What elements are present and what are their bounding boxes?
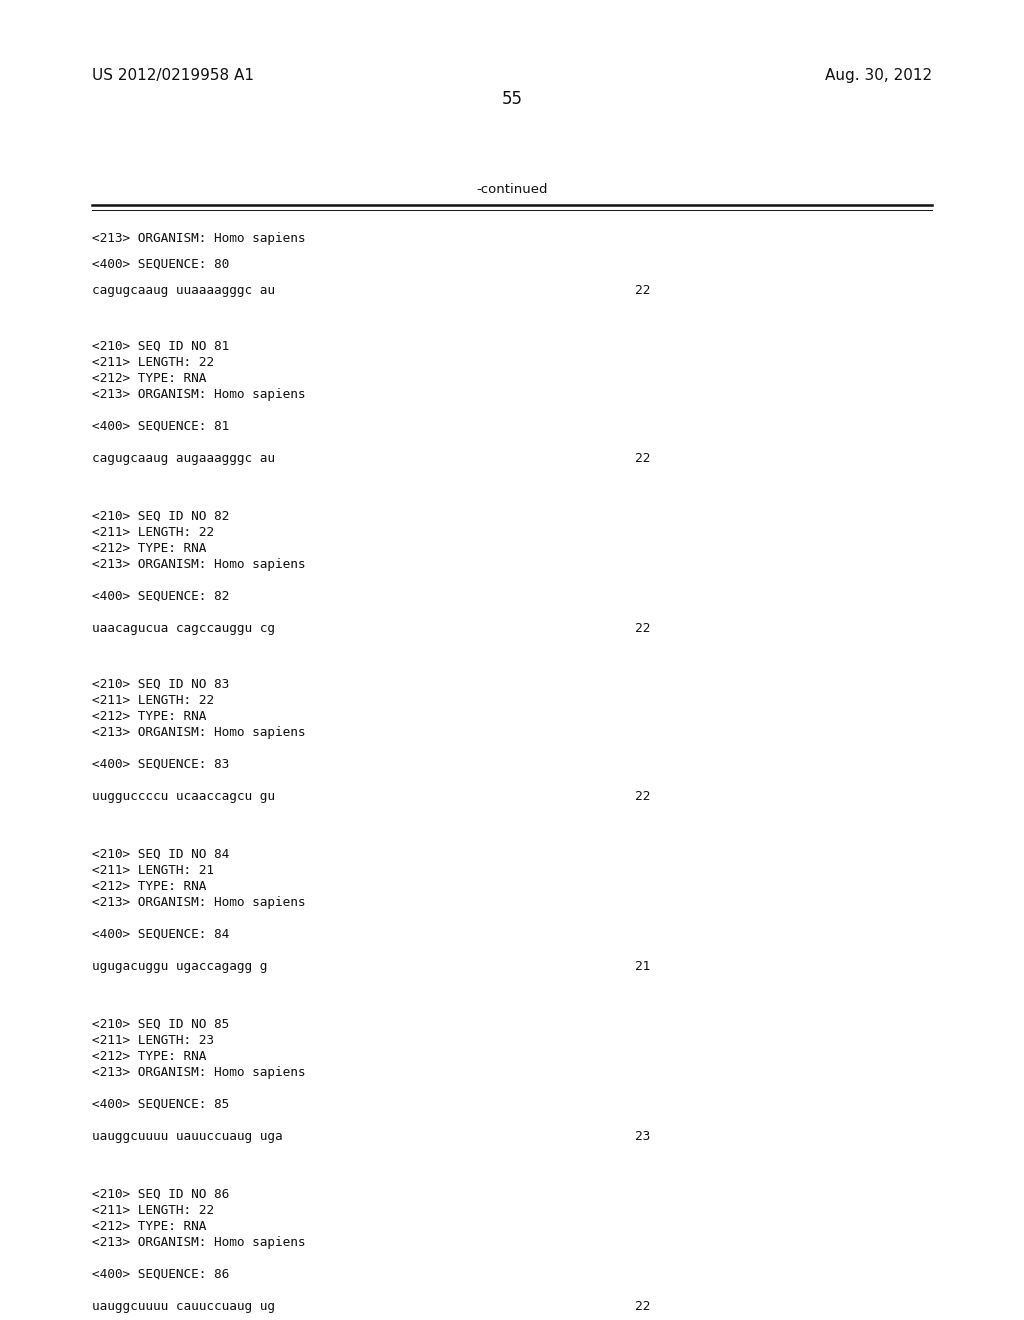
Text: <213> ORGANISM: Homo sapiens: <213> ORGANISM: Homo sapiens bbox=[92, 1067, 305, 1078]
Text: <211> LENGTH: 22: <211> LENGTH: 22 bbox=[92, 694, 214, 708]
Text: <400> SEQUENCE: 86: <400> SEQUENCE: 86 bbox=[92, 1269, 229, 1280]
Text: <210> SEQ ID NO 86: <210> SEQ ID NO 86 bbox=[92, 1188, 229, 1201]
Text: <212> TYPE: RNA: <212> TYPE: RNA bbox=[92, 1049, 207, 1063]
Text: <212> TYPE: RNA: <212> TYPE: RNA bbox=[92, 710, 207, 723]
Text: <213> ORGANISM: Homo sapiens: <213> ORGANISM: Homo sapiens bbox=[92, 388, 305, 401]
Text: uauggcuuuu cauuccuaug ug: uauggcuuuu cauuccuaug ug bbox=[92, 1300, 275, 1313]
Text: uauggcuuuu uauuccuaug uga: uauggcuuuu uauuccuaug uga bbox=[92, 1130, 283, 1143]
Text: <211> LENGTH: 22: <211> LENGTH: 22 bbox=[92, 356, 214, 370]
Text: 22: 22 bbox=[635, 1300, 650, 1313]
Text: <210> SEQ ID NO 81: <210> SEQ ID NO 81 bbox=[92, 341, 229, 352]
Text: -continued: -continued bbox=[476, 183, 548, 195]
Text: 22: 22 bbox=[635, 284, 650, 297]
Text: 21: 21 bbox=[635, 960, 650, 973]
Text: <400> SEQUENCE: 81: <400> SEQUENCE: 81 bbox=[92, 420, 229, 433]
Text: <213> ORGANISM: Homo sapiens: <213> ORGANISM: Homo sapiens bbox=[92, 896, 305, 909]
Text: <211> LENGTH: 23: <211> LENGTH: 23 bbox=[92, 1034, 214, 1047]
Text: cagugcaaug uuaaaagggc au: cagugcaaug uuaaaagggc au bbox=[92, 284, 275, 297]
Text: uaacagucua cagccauggu cg: uaacagucua cagccauggu cg bbox=[92, 622, 275, 635]
Text: <210> SEQ ID NO 85: <210> SEQ ID NO 85 bbox=[92, 1018, 229, 1031]
Text: <213> ORGANISM: Homo sapiens: <213> ORGANISM: Homo sapiens bbox=[92, 726, 305, 739]
Text: <212> TYPE: RNA: <212> TYPE: RNA bbox=[92, 543, 207, 554]
Text: <213> ORGANISM: Homo sapiens: <213> ORGANISM: Homo sapiens bbox=[92, 1236, 305, 1249]
Text: <211> LENGTH: 22: <211> LENGTH: 22 bbox=[92, 1204, 214, 1217]
Text: <213> ORGANISM: Homo sapiens: <213> ORGANISM: Homo sapiens bbox=[92, 232, 305, 246]
Text: <212> TYPE: RNA: <212> TYPE: RNA bbox=[92, 372, 207, 385]
Text: <213> ORGANISM: Homo sapiens: <213> ORGANISM: Homo sapiens bbox=[92, 558, 305, 572]
Text: <400> SEQUENCE: 83: <400> SEQUENCE: 83 bbox=[92, 758, 229, 771]
Text: <212> TYPE: RNA: <212> TYPE: RNA bbox=[92, 880, 207, 894]
Text: 23: 23 bbox=[635, 1130, 650, 1143]
Text: <210> SEQ ID NO 84: <210> SEQ ID NO 84 bbox=[92, 847, 229, 861]
Text: cagugcaaug augaaagggc au: cagugcaaug augaaagggc au bbox=[92, 451, 275, 465]
Text: <400> SEQUENCE: 84: <400> SEQUENCE: 84 bbox=[92, 928, 229, 941]
Text: ugugacuggu ugaccagagg g: ugugacuggu ugaccagagg g bbox=[92, 960, 267, 973]
Text: 22: 22 bbox=[635, 789, 650, 803]
Text: <211> LENGTH: 21: <211> LENGTH: 21 bbox=[92, 865, 214, 876]
Text: <400> SEQUENCE: 82: <400> SEQUENCE: 82 bbox=[92, 590, 229, 603]
Text: US 2012/0219958 A1: US 2012/0219958 A1 bbox=[92, 69, 254, 83]
Text: <400> SEQUENCE: 80: <400> SEQUENCE: 80 bbox=[92, 257, 229, 271]
Text: uugguccccu ucaaccagcu gu: uugguccccu ucaaccagcu gu bbox=[92, 789, 275, 803]
Text: <210> SEQ ID NO 83: <210> SEQ ID NO 83 bbox=[92, 678, 229, 690]
Text: <211> LENGTH: 22: <211> LENGTH: 22 bbox=[92, 525, 214, 539]
Text: 22: 22 bbox=[635, 622, 650, 635]
Text: Aug. 30, 2012: Aug. 30, 2012 bbox=[825, 69, 932, 83]
Text: <210> SEQ ID NO 82: <210> SEQ ID NO 82 bbox=[92, 510, 229, 523]
Text: 55: 55 bbox=[502, 90, 522, 108]
Text: <400> SEQUENCE: 85: <400> SEQUENCE: 85 bbox=[92, 1098, 229, 1111]
Text: <212> TYPE: RNA: <212> TYPE: RNA bbox=[92, 1220, 207, 1233]
Text: 22: 22 bbox=[635, 451, 650, 465]
